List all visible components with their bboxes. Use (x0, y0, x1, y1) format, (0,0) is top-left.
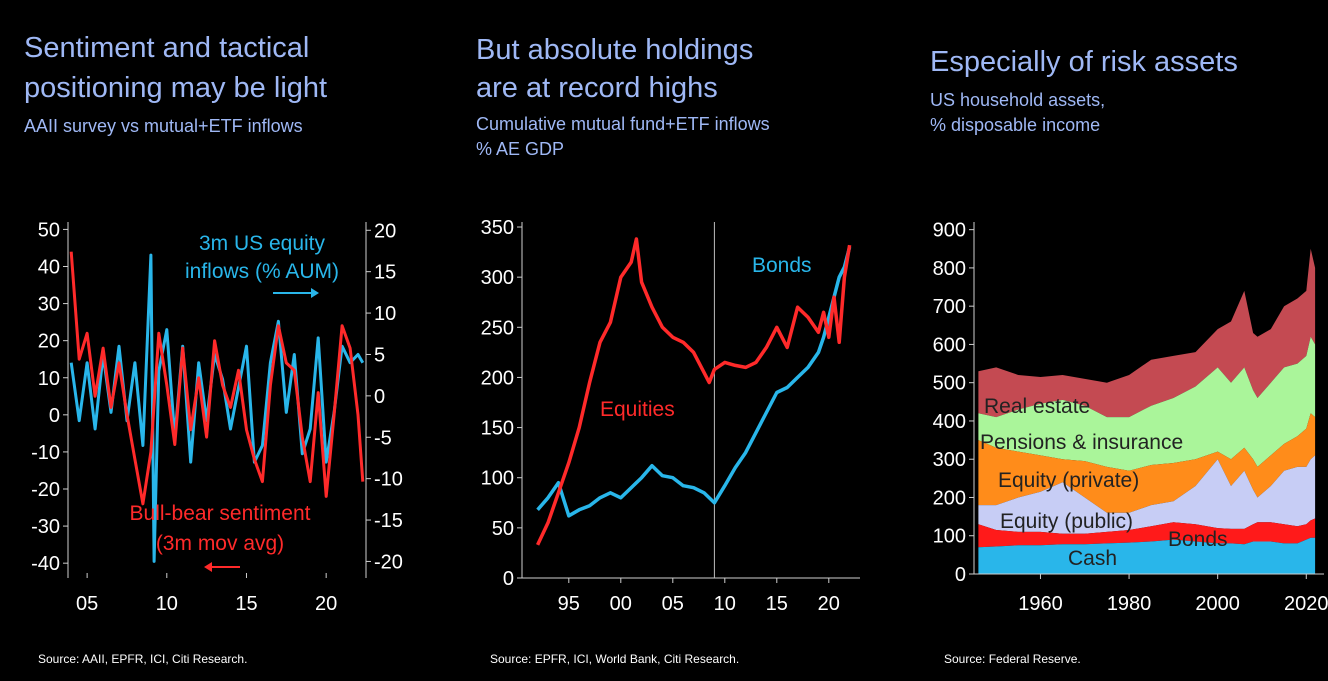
y-tick-label: 350 (481, 217, 514, 239)
x-tick-label: 00 (610, 593, 632, 615)
area-label: Equity (public) (1000, 510, 1133, 533)
x-tick-label: 05 (76, 593, 98, 615)
x-tick-label: 1980 (1107, 593, 1152, 615)
arrow-left-icon (204, 562, 212, 572)
series-bonds-line (538, 247, 850, 516)
y-right-tick-label: 20 (374, 220, 396, 242)
x-tick-label: 15 (235, 593, 257, 615)
y-tick-label: 0 (503, 568, 514, 590)
y-tick-label: 700 (933, 296, 966, 318)
y-tick-label: 500 (933, 373, 966, 395)
source-note: Source: Federal Reserve. (944, 652, 1081, 666)
y-left-tick-label: -20 (31, 479, 60, 501)
chart-cumulative-inflows: 350 300 250 200 150 100 50 0 95 00 05 10 15 20 Bonds Eq… (440, 0, 900, 681)
annotation-sentiment-line1: Bull-bear sentiment (130, 502, 311, 525)
x-tick-label: 15 (766, 593, 788, 615)
y-left-tick-label: 30 (38, 294, 60, 316)
x-tick-label: 1960 (1018, 593, 1063, 615)
x-tick-label: 95 (558, 593, 580, 615)
annotation-equities: Equities (600, 398, 675, 421)
y-tick-label: 250 (481, 317, 514, 339)
x-tick-label: 10 (156, 593, 178, 615)
x-tick-label: 05 (662, 593, 684, 615)
y-tick-label: 100 (933, 526, 966, 548)
y-left-tick-label: 0 (49, 405, 60, 427)
area-label: Equity (private) (998, 469, 1139, 492)
y-tick-label: 200 (481, 367, 514, 389)
y-right-tick-label: 0 (374, 386, 385, 408)
series-equities-line (538, 239, 850, 545)
y-right-tick-label: 15 (374, 262, 396, 284)
annotation-sentiment-line2: (3m mov avg) (156, 532, 284, 555)
source-note: Source: EPFR, ICI, World Bank, Citi Rese… (490, 652, 739, 666)
y-tick-label: 100 (481, 468, 514, 490)
y-right-tick-label: -20 (374, 551, 403, 573)
y-tick-label: 400 (933, 411, 966, 433)
y-right-tick-label: 5 (374, 344, 385, 366)
annotation-bonds: Bonds (752, 254, 812, 277)
y-left-tick-label: 20 (38, 331, 60, 353)
annotation-inflows-line1: 3m US equity (199, 232, 326, 255)
x-tick-label: 20 (818, 593, 840, 615)
chart-sentiment-vs-inflows: 50403020100-10-20-30-4020151050-5-10-15-… (0, 0, 440, 681)
panel-household-assets: Especially of risk assets US household a… (900, 0, 1328, 681)
y-tick-label: 900 (933, 220, 966, 242)
area-label: Bonds (1168, 528, 1228, 551)
x-tick-label: 2000 (1195, 593, 1240, 615)
area-label: Real estate (984, 395, 1090, 418)
x-tick-label: 20 (315, 593, 337, 615)
y-left-tick-label: -30 (31, 516, 60, 538)
y-tick-label: 600 (933, 334, 966, 356)
chart-household-assets: 900 800 700 600 500 400 300 200 100 0 1960 1980 2000… (900, 0, 1328, 681)
panel-sentiment: Sentiment and tactical positioning may b… (0, 0, 440, 681)
y-tick-label: 0 (955, 564, 966, 586)
y-tick-label: 300 (933, 449, 966, 471)
y-tick-label: 50 (492, 518, 514, 540)
y-tick-label: 300 (481, 267, 514, 289)
y-right-tick-label: 10 (374, 303, 396, 325)
y-left-tick-label: -10 (31, 442, 60, 464)
y-right-tick-label: -15 (374, 510, 403, 532)
y-right-tick-label: -5 (374, 427, 392, 449)
area-label: Cash (1068, 547, 1117, 570)
y-tick-label: 200 (933, 487, 966, 509)
series-bull-bear-line (71, 252, 363, 504)
y-left-tick-label: 10 (38, 368, 60, 390)
y-tick-label: 800 (933, 258, 966, 280)
source-note: Source: AAII, EPFR, ICI, Citi Research. (38, 652, 247, 666)
annotation-inflows-line2: inflows (% AUM) (185, 260, 339, 283)
y-left-tick-label: -40 (31, 553, 60, 575)
x-tick-label: 10 (714, 593, 736, 615)
area-label: Pensions & insurance (980, 431, 1183, 454)
y-tick-label: 150 (481, 418, 514, 440)
arrow-right-icon (311, 288, 319, 298)
y-left-tick-label: 50 (38, 219, 60, 241)
x-tick-label: 2020 (1284, 593, 1328, 615)
y-left-tick-label: 40 (38, 257, 60, 279)
panel-holdings: But absolute holdings are at record high… (440, 0, 900, 681)
y-right-tick-label: -10 (374, 469, 403, 491)
